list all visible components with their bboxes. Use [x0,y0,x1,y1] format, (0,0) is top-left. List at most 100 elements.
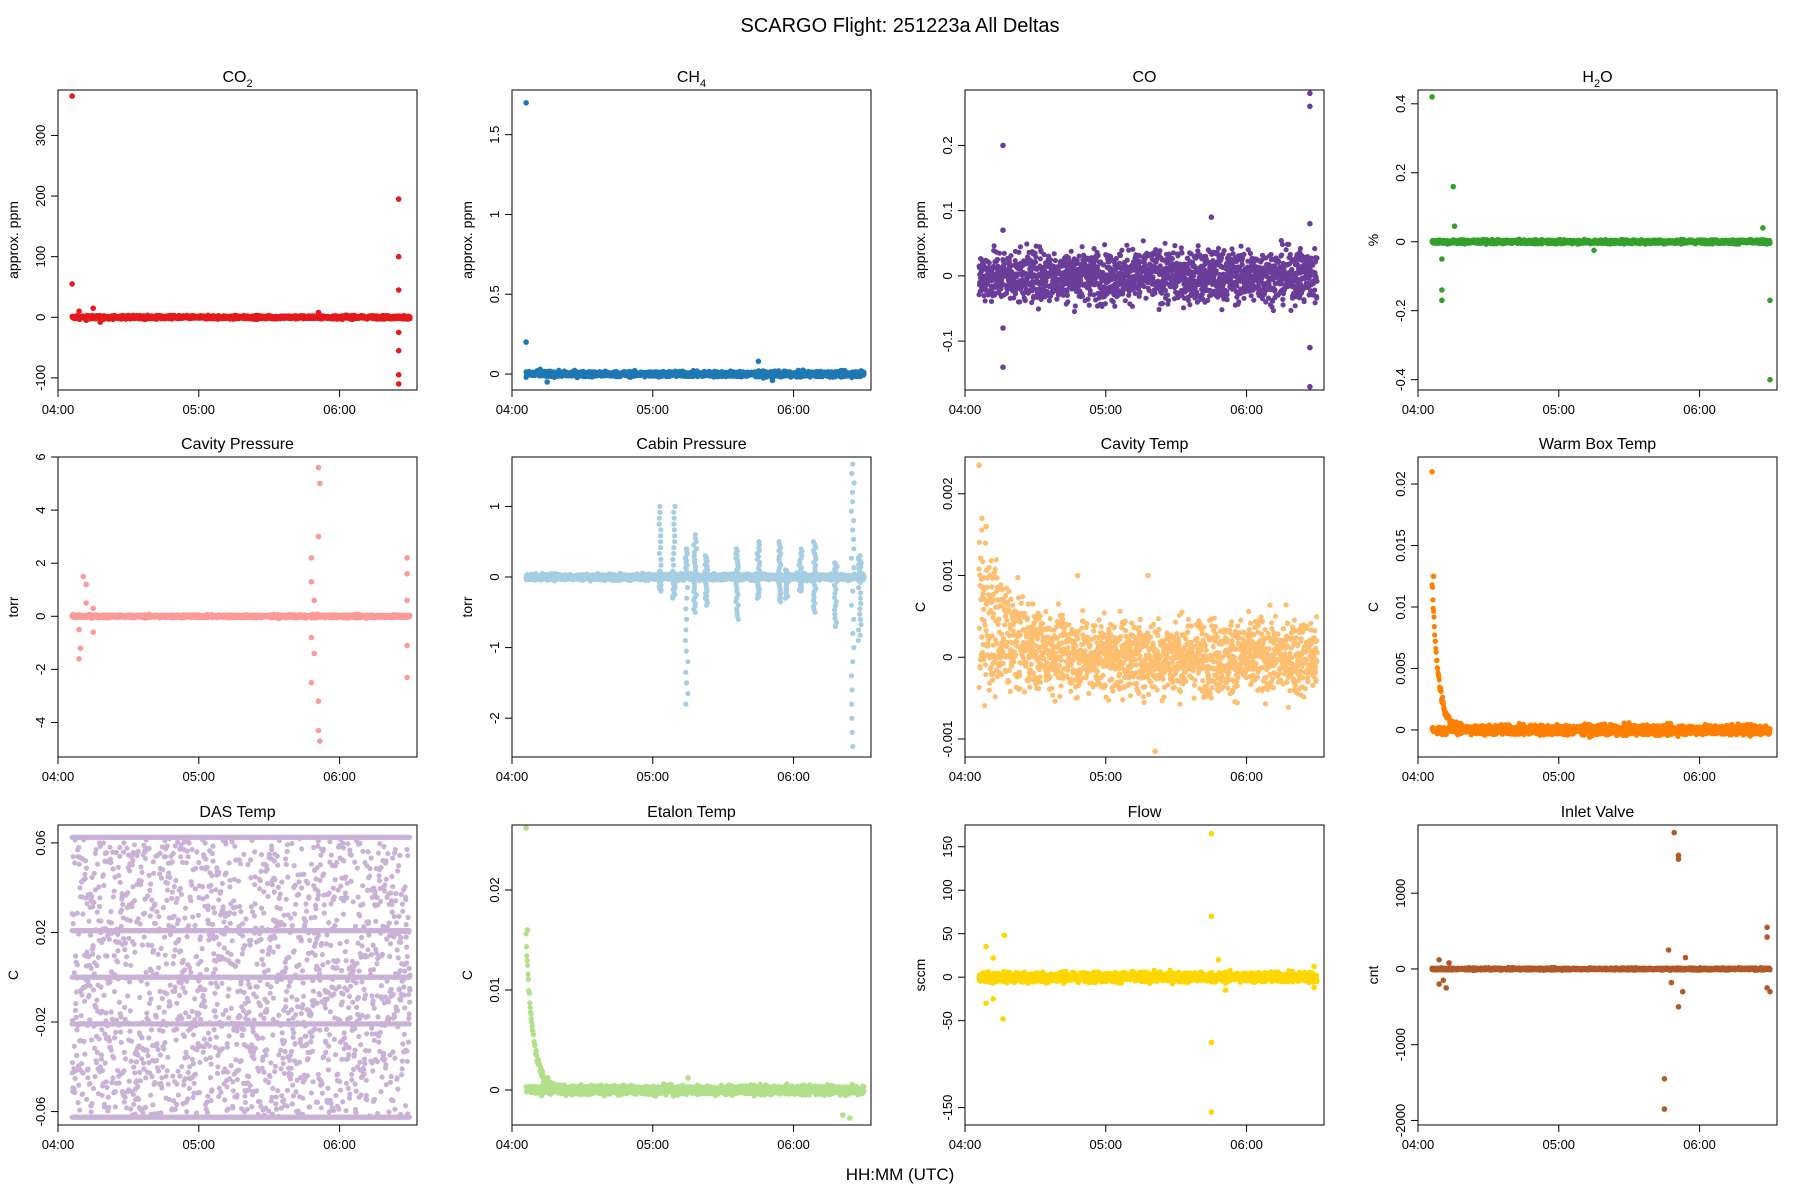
data-point [1137,289,1143,295]
y-tick-label: 0 [487,370,502,377]
data-point [858,368,864,374]
data-point [1179,250,1185,256]
y-axis-label: approx. ppm [459,201,475,279]
data-point [1205,297,1211,303]
data-point [988,298,995,304]
data-point [395,253,402,260]
data-points [976,90,1320,390]
data-point [1165,298,1172,304]
data-point [1178,245,1184,251]
x-axis: 04:00 05:00 06:00 [42,390,356,417]
figure-title: SCARGO Flight: 251223a All Deltas [740,15,1059,37]
y-axis-label: approx. ppm [912,201,928,279]
data-point [1087,288,1093,294]
y-tick-label: 1 [487,211,502,218]
data-point [1162,287,1169,293]
data-point [1173,283,1179,289]
data-point [407,316,413,322]
data-point [395,329,402,336]
data-point [1079,244,1085,250]
panel-title: CO [1133,69,1157,86]
x-tick-label: 04:00 [42,402,75,417]
data-point [1022,297,1028,304]
data-point [1032,259,1039,265]
data-point [1164,292,1170,298]
y-tick-label: 0.5 [487,285,502,303]
data-point [1180,305,1187,311]
data-point [537,366,543,373]
data-point [1016,249,1022,255]
data-point [1156,306,1162,313]
y-axis: -100 0 100 200 300 [33,125,58,391]
plot-frame [511,89,872,391]
data-point [1065,299,1071,305]
y-tick-label: 100 [33,246,48,268]
data-point [1064,292,1070,298]
y-tick-label: 1.5 [487,126,502,144]
data-points [69,93,413,387]
data-point [994,256,1001,263]
data-point [395,347,402,354]
data-point [69,281,75,287]
data-point [1086,302,1092,308]
data-point [315,309,322,316]
y-tick-label: -100 [33,365,48,391]
data-point [69,93,75,99]
data-point [769,377,776,384]
data-point [1152,290,1158,296]
data-point [125,312,132,319]
data-point [1035,306,1042,312]
data-point [996,250,1003,256]
data-point [1017,299,1023,305]
data-point [1051,251,1057,257]
y-tick-label: 300 [33,125,48,147]
data-point [1076,253,1082,259]
data-point [395,381,402,387]
data-point [755,358,762,365]
data-point [97,319,103,325]
panel-title: CH4 [677,69,706,90]
x-tick-label: 05:00 [637,402,670,417]
data-point [1110,299,1116,305]
y-tick-label: 0 [33,314,48,321]
data-point [1054,296,1060,302]
data-point [153,316,160,322]
data-point [1024,241,1030,247]
x-tick-label: 04:00 [496,402,529,417]
data-point [395,372,402,378]
data-point [395,287,402,293]
data-point [523,100,529,106]
data-point [991,243,997,249]
data-point [544,379,550,385]
data-point [1085,296,1091,302]
data-point [83,317,89,324]
data-point [1117,252,1123,259]
data-point [395,196,402,202]
y-tick-label: 200 [33,185,48,207]
data-point [1001,260,1007,266]
data-point [1169,256,1175,262]
data-point [1224,297,1230,303]
data-point [1140,238,1146,244]
data-point [1102,242,1108,248]
data-point [1124,242,1130,248]
data-point [1008,253,1014,259]
data-point [523,339,529,345]
data-point [1072,303,1078,309]
data-point [1162,240,1168,246]
x-tick-label: 06:00 [323,402,356,417]
data-point [1001,250,1007,256]
data-point [1224,292,1230,298]
data-point [1068,248,1074,254]
data-point [1037,256,1043,262]
data-point [1195,243,1201,249]
x-tick-label: 06:00 [777,402,810,417]
data-point [1129,303,1135,309]
figure-xlabel: HH:MM (UTC) [846,1165,955,1184]
data-point [1052,257,1058,264]
data-point [1172,243,1178,249]
x-axis: 04:00 05:00 06:00 [496,390,810,417]
y-axis: 0 0.5 1 1.5 [487,126,512,378]
